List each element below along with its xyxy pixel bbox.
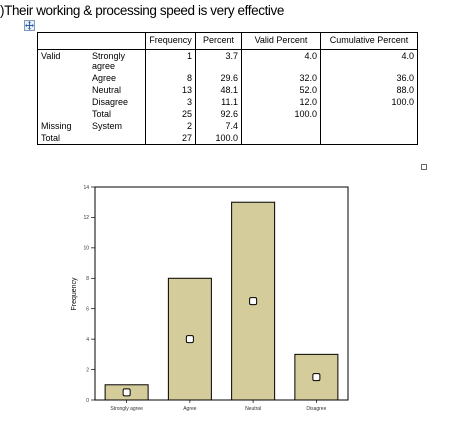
table-row: Disagree 3 11.1 12.0 100.0 (37, 96, 418, 108)
table-row: Total 27 100.0 (37, 132, 418, 145)
row-category-label (89, 132, 146, 145)
percent-cell: 11.1 (195, 96, 242, 108)
percent-cell: 92.6 (195, 108, 242, 120)
row-group-label: Missing (37, 120, 89, 132)
percent-cell: 3.7 (195, 49, 242, 72)
row-group-label (37, 84, 89, 96)
table-header-cell: Frequency (145, 32, 196, 50)
percent-cell: 100.0 (195, 132, 242, 145)
frequency-cell: 8 (145, 72, 196, 84)
table-row: Missing System 2 7.4 (37, 120, 418, 132)
valid-percent-cell: 32.0 (241, 72, 321, 84)
table-header-cell: Valid Percent (241, 32, 321, 50)
table-header-cell: Percent (195, 32, 242, 50)
bar-marker (185, 335, 194, 344)
table-row: Agree 8 29.6 32.0 36.0 (37, 72, 418, 84)
row-category-label: Disagree (89, 96, 146, 108)
y-tick-label: 12 (83, 215, 89, 221)
frequency-cell: 1 (145, 49, 196, 72)
x-tick-label: Agree (183, 406, 197, 412)
bar-marker (312, 373, 321, 382)
percent-cell: 48.1 (195, 84, 242, 96)
frequency-cell: 2 (145, 120, 196, 132)
bar-marker (122, 388, 131, 397)
resize-handle-icon[interactable] (421, 164, 427, 170)
frequency-cell: 27 (145, 132, 196, 145)
bar-marker (249, 297, 258, 306)
table-header-row: Frequency Percent Valid Percent Cumulati… (37, 32, 418, 50)
table-row: Neutral 13 48.1 52.0 88.0 (37, 84, 418, 96)
y-tick-label: 2 (86, 367, 89, 373)
table-row: Valid Strongly agree 1 3.7 4.0 4.0 (37, 49, 418, 72)
y-axis-label: Frequency (71, 277, 78, 311)
percent-cell: 7.4 (195, 120, 242, 132)
row-group-label (37, 108, 89, 120)
y-tick-label: 10 (83, 246, 89, 252)
output-title: )Their working & processing speed is ver… (0, 3, 284, 18)
valid-percent-cell: 100.0 (241, 108, 321, 120)
cumulative-percent-cell (320, 132, 418, 145)
row-category-label: Agree (89, 72, 146, 84)
move-cross-icon[interactable] (24, 20, 35, 31)
frequency-cell: 3 (145, 96, 196, 108)
row-group-label: Valid (37, 49, 89, 72)
table-header-cell: Cumulative Percent (320, 32, 418, 50)
row-group-label (37, 96, 89, 108)
cumulative-percent-cell (320, 108, 418, 120)
valid-percent-cell: 12.0 (241, 96, 321, 108)
x-tick-label: Strongly agree (110, 406, 143, 412)
table-header-cell (89, 32, 146, 50)
y-tick-label: 8 (86, 276, 89, 282)
row-category-label: Strongly agree (89, 49, 146, 72)
row-group-label (37, 72, 89, 84)
frequency-bar-chart: Frequency 0 2 4 6 8 10 12 14 Strongly agree Agree… (71, 185, 349, 412)
frequency-cell: 13 (145, 84, 196, 96)
row-category-label: Total (89, 108, 146, 120)
y-tick-label: 6 (86, 307, 89, 313)
x-tick-label: Neutral (245, 406, 261, 412)
cumulative-percent-cell: 100.0 (320, 96, 418, 108)
row-category-label: Neutral (89, 84, 146, 96)
valid-percent-cell: 4.0 (241, 49, 321, 72)
valid-percent-cell: 52.0 (241, 84, 321, 96)
cumulative-percent-cell: 88.0 (320, 84, 418, 96)
cumulative-percent-cell (320, 120, 418, 132)
x-tick-label: Disagree (306, 406, 326, 412)
row-group-label: Total (37, 132, 89, 145)
y-tick-label: 4 (86, 337, 89, 343)
cumulative-percent-cell: 36.0 (320, 72, 418, 84)
y-tick-label: 0 (86, 398, 89, 404)
valid-percent-cell (241, 132, 321, 145)
cumulative-percent-cell: 4.0 (320, 49, 418, 72)
table-row: Total 25 92.6 100.0 (37, 108, 418, 120)
frequency-cell: 25 (145, 108, 196, 120)
row-category-label: System (89, 120, 146, 132)
valid-percent-cell (241, 120, 321, 132)
frequency-table: Frequency Percent Valid Percent Cumulati… (37, 32, 418, 145)
percent-cell: 29.6 (195, 72, 242, 84)
y-tick-label: 14 (83, 185, 89, 191)
table-header-cell (37, 32, 89, 50)
